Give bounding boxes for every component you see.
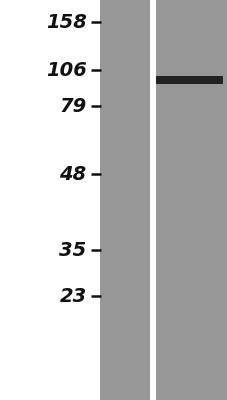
Text: 79: 79 xyxy=(59,96,86,116)
Text: 23: 23 xyxy=(59,286,86,306)
Text: 35: 35 xyxy=(59,240,86,260)
Text: 48: 48 xyxy=(59,164,86,184)
Bar xyxy=(154,0,227,400)
Bar xyxy=(151,0,155,400)
Bar xyxy=(100,0,150,400)
Text: 106: 106 xyxy=(46,60,86,80)
Bar xyxy=(155,76,222,84)
Text: 158: 158 xyxy=(46,12,86,32)
